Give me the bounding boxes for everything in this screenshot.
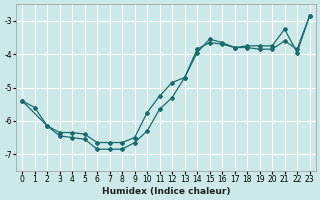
X-axis label: Humidex (Indice chaleur): Humidex (Indice chaleur) <box>102 187 230 196</box>
